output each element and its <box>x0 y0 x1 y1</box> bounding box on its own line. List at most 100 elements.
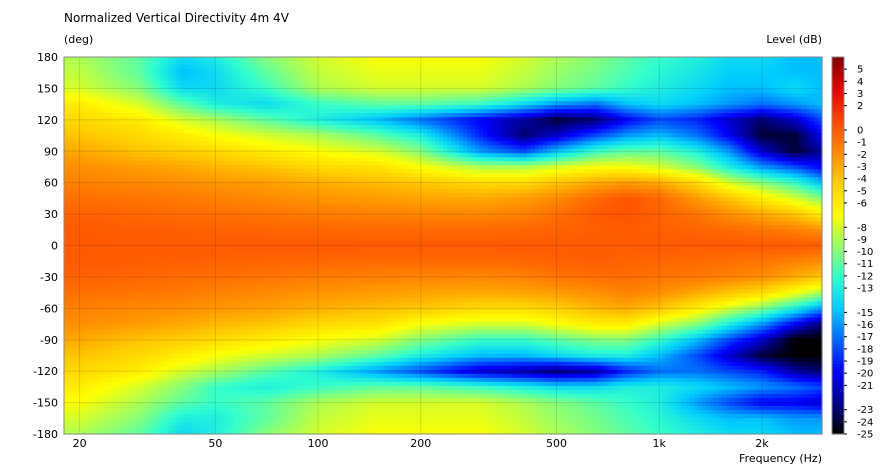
heatmap-cell <box>107 105 113 110</box>
heatmap-cell <box>470 133 476 138</box>
heatmap-cell <box>91 105 97 110</box>
heatmap-cell <box>726 157 731 162</box>
heatmap-cell <box>646 129 652 134</box>
heatmap-cell <box>251 101 257 106</box>
heatmap-cell <box>742 105 747 110</box>
heatmap-cell <box>622 69 628 74</box>
heatmap-cell <box>155 121 161 126</box>
heatmap-cell <box>470 113 476 118</box>
heatmap-cell <box>814 61 819 66</box>
heatmap-cell <box>454 109 460 114</box>
heatmap-cell <box>315 109 320 114</box>
heatmap-cell <box>778 109 783 114</box>
heatmap-cell <box>818 109 823 114</box>
heatmap-cell <box>710 149 715 154</box>
heatmap-cell <box>802 141 807 146</box>
heatmap-cell <box>147 145 153 150</box>
heatmap-cell <box>331 101 336 106</box>
heatmap-cell <box>235 145 241 150</box>
heatmap-cell <box>802 105 807 110</box>
heatmap-cell <box>482 77 488 82</box>
heatmap-cell <box>343 93 348 98</box>
heatmap-cell <box>570 69 576 74</box>
heatmap-cell <box>618 117 624 122</box>
heatmap-cell <box>139 121 145 126</box>
heatmap-cell <box>510 109 516 114</box>
heatmap-cell <box>506 61 512 66</box>
heatmap-cell <box>614 109 620 114</box>
heatmap-cell <box>419 133 424 138</box>
heatmap-cell <box>694 105 699 110</box>
heatmap-cell <box>267 141 273 146</box>
heatmap-cell <box>175 65 181 70</box>
heatmap-cell <box>395 61 400 66</box>
heatmap-cell <box>642 65 648 70</box>
heatmap-cell <box>518 101 524 106</box>
heatmap-cell <box>582 101 588 106</box>
heatmap-cell <box>79 97 85 102</box>
heatmap-cell <box>610 117 616 122</box>
heatmap-cell <box>802 69 807 74</box>
heatmap-cell <box>419 141 424 146</box>
heatmap-cell <box>814 141 819 146</box>
heatmap-cell <box>271 113 277 118</box>
heatmap-cell <box>706 129 711 134</box>
heatmap-cell <box>139 57 145 62</box>
heatmap-cell <box>666 81 671 86</box>
heatmap-cell <box>195 57 201 62</box>
heatmap-cell <box>586 145 592 150</box>
heatmap-cell <box>95 153 101 158</box>
heatmap-cell <box>530 65 536 70</box>
heatmap-cell <box>103 73 109 78</box>
heatmap-cell <box>670 61 675 66</box>
heatmap-cell <box>778 141 783 146</box>
heatmap-cell <box>734 93 739 98</box>
heatmap-cell <box>450 145 456 150</box>
heatmap-cell <box>570 93 576 98</box>
heatmap-cell <box>446 89 452 94</box>
heatmap-cell <box>702 109 707 114</box>
heatmap-cell <box>363 149 368 154</box>
heatmap-cell <box>191 153 197 158</box>
heatmap-cell <box>279 57 285 62</box>
heatmap-cell <box>251 93 257 98</box>
heatmap-cell <box>83 117 89 122</box>
heatmap-cell <box>722 65 727 70</box>
heatmap-cell <box>147 105 153 110</box>
heatmap-cell <box>514 109 520 114</box>
heatmap-cell <box>734 153 739 158</box>
heatmap-cell <box>79 129 85 134</box>
heatmap-cell <box>498 125 504 130</box>
heatmap-cell <box>678 117 683 122</box>
heatmap-cell <box>558 109 564 114</box>
heatmap-cell <box>582 57 588 62</box>
heatmap-cell <box>590 73 596 78</box>
heatmap-cell <box>151 97 157 102</box>
heatmap-cell <box>726 125 731 130</box>
heatmap-cell <box>726 145 731 150</box>
heatmap-cell <box>207 69 213 74</box>
heatmap-cell <box>187 125 193 130</box>
heatmap-cell <box>658 77 664 82</box>
heatmap-cell <box>383 137 388 142</box>
heatmap-cell <box>171 113 177 118</box>
heatmap-cell <box>490 157 496 162</box>
heatmap-cell <box>307 89 312 94</box>
heatmap-cell <box>347 57 352 62</box>
heatmap-cell <box>446 93 452 98</box>
heatmap-cell <box>762 57 767 62</box>
heatmap-cell <box>754 153 759 158</box>
heatmap-cell <box>646 113 652 118</box>
heatmap-cell <box>247 145 253 150</box>
heatmap-cell <box>123 81 129 86</box>
heatmap-cell <box>131 65 137 70</box>
heatmap-cell <box>586 69 592 74</box>
heatmap-cell <box>502 141 508 146</box>
heatmap-cell <box>570 77 576 82</box>
heatmap-cell <box>127 61 133 66</box>
heatmap-cell <box>227 149 233 154</box>
heatmap-cell <box>435 69 440 74</box>
heatmap-cell <box>522 81 528 86</box>
heatmap-cell <box>215 133 221 138</box>
heatmap-cell <box>163 121 169 126</box>
